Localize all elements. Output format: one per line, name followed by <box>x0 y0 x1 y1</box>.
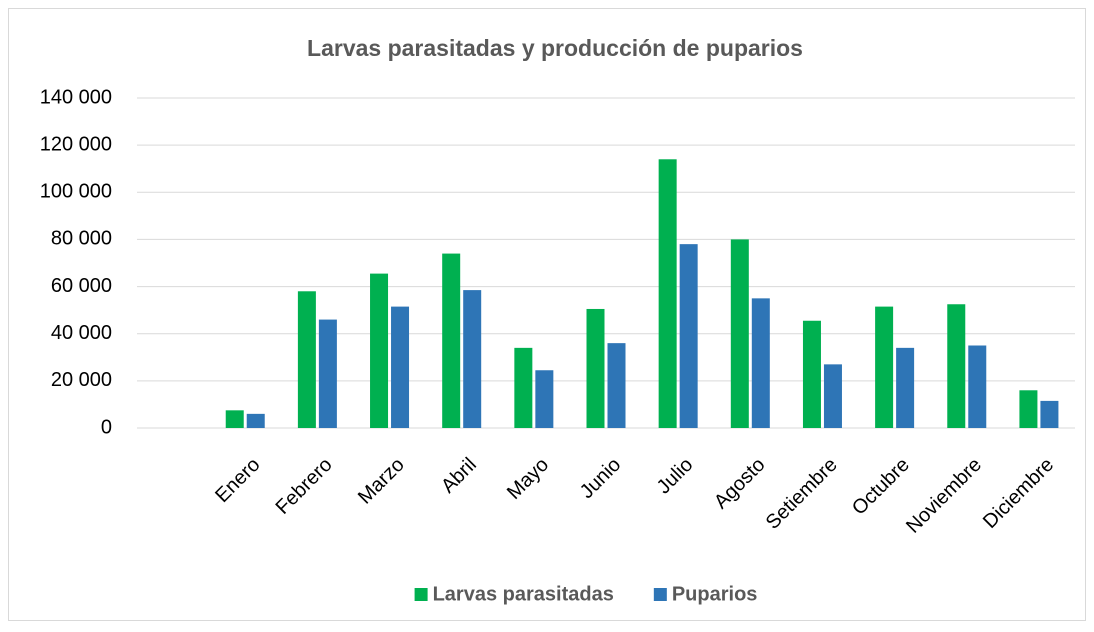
bar <box>802 320 821 428</box>
chart-title: Larvas parasitadas y producción de pupar… <box>307 35 803 61</box>
legend-swatch <box>653 588 667 601</box>
bar <box>391 306 410 428</box>
bar <box>318 319 337 428</box>
bar <box>968 345 987 428</box>
bar <box>679 244 698 428</box>
bar <box>586 308 605 428</box>
y-tick-label: 100 000 <box>40 181 112 203</box>
bar <box>514 347 533 428</box>
y-tick-label: 20 000 <box>51 369 112 391</box>
y-tick-label: 80 000 <box>51 228 112 250</box>
bar <box>947 304 966 428</box>
legend-label: Puparios <box>672 583 758 605</box>
bar <box>370 273 389 428</box>
bar <box>1040 400 1059 428</box>
bar <box>1019 390 1038 428</box>
bar <box>225 410 244 428</box>
y-tick-label: 0 <box>101 416 112 438</box>
bar <box>246 413 265 428</box>
bar <box>607 343 626 428</box>
y-tick-label: 60 000 <box>51 275 112 297</box>
bar <box>658 159 677 429</box>
bar <box>463 290 482 428</box>
bar <box>535 370 554 428</box>
y-tick-label: 40 000 <box>51 322 112 344</box>
bar <box>297 291 316 428</box>
bar <box>730 239 749 428</box>
bar <box>823 364 842 428</box>
legend-swatch <box>414 588 428 601</box>
y-tick-label: 140 000 <box>40 86 112 108</box>
bar <box>896 347 915 428</box>
legend-label: Larvas parasitadas <box>433 583 614 605</box>
bar <box>442 253 461 428</box>
chart-frame <box>8 8 1086 621</box>
y-tick-label: 120 000 <box>40 133 112 155</box>
bar <box>751 298 770 428</box>
bar <box>875 306 894 428</box>
